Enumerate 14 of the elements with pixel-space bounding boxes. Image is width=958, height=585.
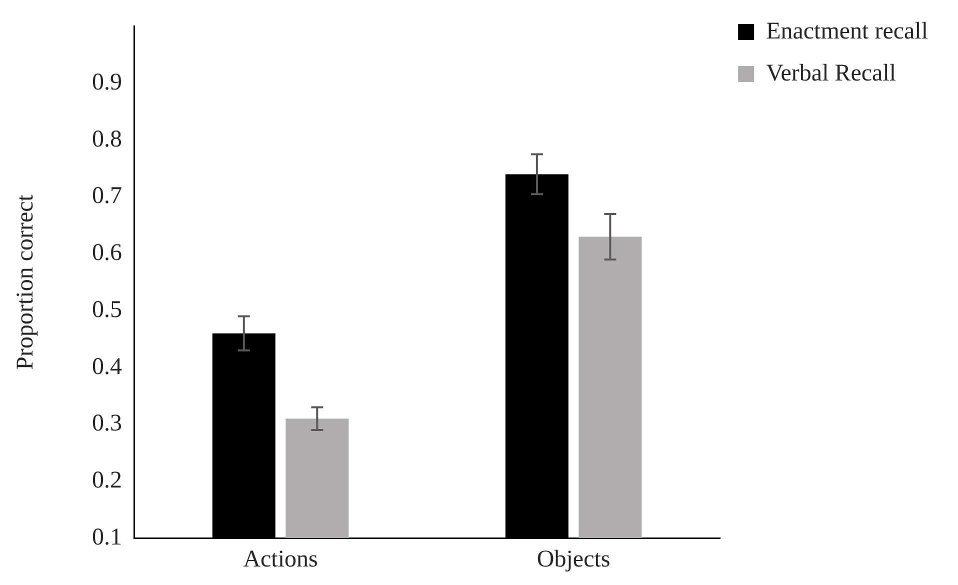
y-tick-label: 0.2: [92, 467, 122, 494]
legend-label: Enactment recall: [766, 18, 928, 44]
x-tick-label: Actions: [243, 546, 318, 573]
y-tick-label: 0.7: [92, 183, 122, 210]
y-tick-label: 0.3: [92, 410, 122, 437]
legend-label: Verbal Recall: [766, 60, 896, 86]
y-tick-label: 0.8: [92, 126, 122, 152]
y-tick-label: 0.4: [92, 354, 122, 380]
y-axis-title: Proportion correct: [12, 194, 39, 370]
x-tick-label: Objects: [536, 546, 610, 573]
y-tick-label: 0.6: [92, 240, 122, 266]
y-tick-label: 0.1: [92, 524, 122, 550]
y-tick-label: 0.5: [92, 296, 122, 323]
y-tick-label: 0.9: [92, 70, 122, 96]
